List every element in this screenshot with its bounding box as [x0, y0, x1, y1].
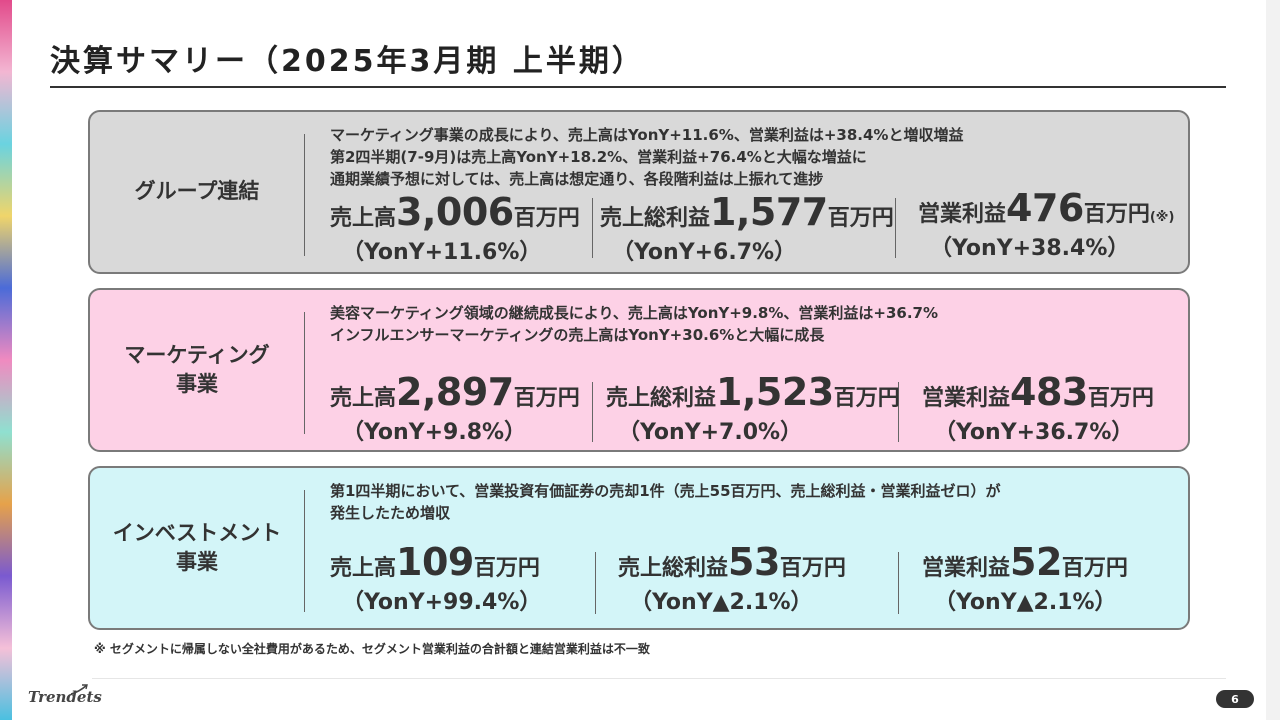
metric-yoy: （YonY+9.8%）: [342, 420, 527, 445]
logo-swoosh-icon: [70, 684, 88, 695]
metric-unit: 百万円: [779, 556, 846, 581]
divider: [304, 134, 305, 256]
description-line: マーケティング事業の成長により、売上高はYonY+11.6%、営業利益は+38.…: [330, 126, 964, 144]
metric-value: 109: [396, 540, 474, 584]
group-consolidated-panel: グループ連結 マーケティング事業の成長により、売上高はYonY+11.6%、営業…: [88, 110, 1190, 274]
footer-divider: [92, 678, 1226, 679]
metric-label: 売上総利益: [618, 556, 729, 581]
footnote: ※ セグメントに帰属しない全社費用があるため、セグメント営業利益の合計額と連結営…: [94, 642, 650, 656]
metric-value: 2,897: [396, 370, 514, 414]
divider: [592, 382, 593, 442]
metric-label: 売上高: [330, 206, 397, 231]
metric-label: 売上高: [330, 556, 397, 581]
divider: [595, 552, 596, 614]
description-line: 美容マーケティング領域の継続成長により、売上高はYonY+9.8%、営業利益は+…: [330, 304, 939, 322]
metric-unit: 百万円: [513, 386, 580, 411]
metric-label: 営業利益: [922, 386, 1011, 411]
metric-sales: 売上高3,006百万円 （YonY+11.6%）: [330, 190, 580, 266]
metric-value: 52: [1010, 540, 1062, 584]
metric-yoy: （YonY▲2.1%）: [934, 590, 1117, 615]
metric-value: 53: [728, 540, 780, 584]
segment-description: 美容マーケティング領域の継続成長により、売上高はYonY+9.8%、営業利益は+…: [330, 302, 1170, 346]
description-line: 通期業績予想に対しては、売上高は想定通り、各段階利益は上振れて進捗: [330, 170, 824, 188]
divider: [304, 490, 305, 612]
metric-label: 売上高: [330, 386, 397, 411]
metric-label: 売上総利益: [606, 386, 717, 411]
metric-sales: 売上高2,897百万円 （YonY+9.8%）: [330, 370, 580, 446]
metric-label: 営業利益: [918, 202, 1007, 227]
divider: [898, 382, 899, 442]
metric-unit: 百万円: [1087, 386, 1154, 411]
decorative-right-strip: [1266, 0, 1280, 720]
metric-gross-profit: 売上総利益1,577百万円 （YonY+6.7%）: [600, 190, 894, 266]
page-number-badge: 6: [1216, 690, 1254, 708]
metric-value: 1,577: [710, 190, 828, 234]
metric-yoy: （YonY+38.4%）: [930, 236, 1130, 261]
divider: [304, 312, 305, 434]
segment-description: 第1四半期において、営業投資有価証券の売却1件（売上55百万円、売上総利益・営業…: [330, 480, 1170, 524]
metric-label: 営業利益: [922, 556, 1011, 581]
metric-note: (※): [1149, 210, 1175, 225]
marketing-segment-panel: マーケティング 事業 美容マーケティング領域の継続成長により、売上高はYonY+…: [88, 288, 1190, 452]
metric-value: 476: [1006, 186, 1084, 230]
metric-sales: 売上高109百万円 （YonY+99.4%）: [330, 540, 541, 616]
metric-operating-profit: 営業利益52百万円 （YonY▲2.1%）: [922, 540, 1128, 616]
metric-gross-profit: 売上総利益1,523百万円 （YonY+7.0%）: [606, 370, 900, 446]
segment-name: グループ連結: [134, 179, 260, 204]
investment-segment-panel: インベストメント 事業 第1四半期において、営業投資有価証券の売却1件（売上55…: [88, 466, 1190, 630]
description-line: インフルエンサーマーケティングの売上高はYonY+30.6%と大幅に成長: [330, 326, 825, 344]
metric-yoy: （YonY▲2.1%）: [630, 590, 813, 615]
title-underline: [50, 86, 1226, 88]
decorative-side-strip: [0, 0, 12, 720]
page-title: 決算サマリー（2025年3月期 上半期）: [50, 44, 645, 79]
segment-name: マーケティング 事業: [124, 342, 270, 396]
metric-unit: 百万円: [1061, 556, 1128, 581]
divider: [895, 198, 896, 258]
company-logo: Trendets: [28, 688, 102, 706]
metric-unit: 百万円: [1083, 202, 1150, 227]
divider: [898, 552, 899, 614]
description-line: 第2四半期(7-9月)は売上高YonY+18.2%、営業利益+76.4%と大幅な…: [330, 148, 867, 166]
segment-name: インベストメント 事業: [112, 520, 282, 574]
metric-unit: 百万円: [833, 386, 900, 411]
metric-operating-profit: 営業利益483百万円 （YonY+36.7%）: [922, 370, 1154, 446]
metric-value: 483: [1010, 370, 1088, 414]
metric-unit: 百万円: [513, 206, 580, 231]
metric-yoy: （YonY+36.7%）: [934, 420, 1134, 445]
metric-yoy: （YonY+99.4%）: [342, 590, 542, 615]
metric-yoy: （YonY+6.7%）: [612, 240, 797, 265]
metric-gross-profit: 売上総利益53百万円 （YonY▲2.1%）: [618, 540, 846, 616]
metric-operating-profit: 営業利益476百万円(※) （YonY+38.4%）: [918, 186, 1174, 262]
metric-value: 3,006: [396, 190, 514, 234]
metric-label: 売上総利益: [600, 206, 711, 231]
metric-value: 1,523: [716, 370, 834, 414]
metric-unit: 百万円: [827, 206, 894, 231]
metric-yoy: （YonY+11.6%）: [342, 240, 542, 265]
divider: [592, 198, 593, 258]
segment-description: マーケティング事業の成長により、売上高はYonY+11.6%、営業利益は+38.…: [330, 124, 1170, 190]
description-line: 発生したため増収: [330, 504, 451, 522]
description-line: 第1四半期において、営業投資有価証券の売却1件（売上55百万円、売上総利益・営業…: [330, 482, 1001, 500]
metric-yoy: （YonY+7.0%）: [618, 420, 803, 445]
metric-unit: 百万円: [473, 556, 540, 581]
